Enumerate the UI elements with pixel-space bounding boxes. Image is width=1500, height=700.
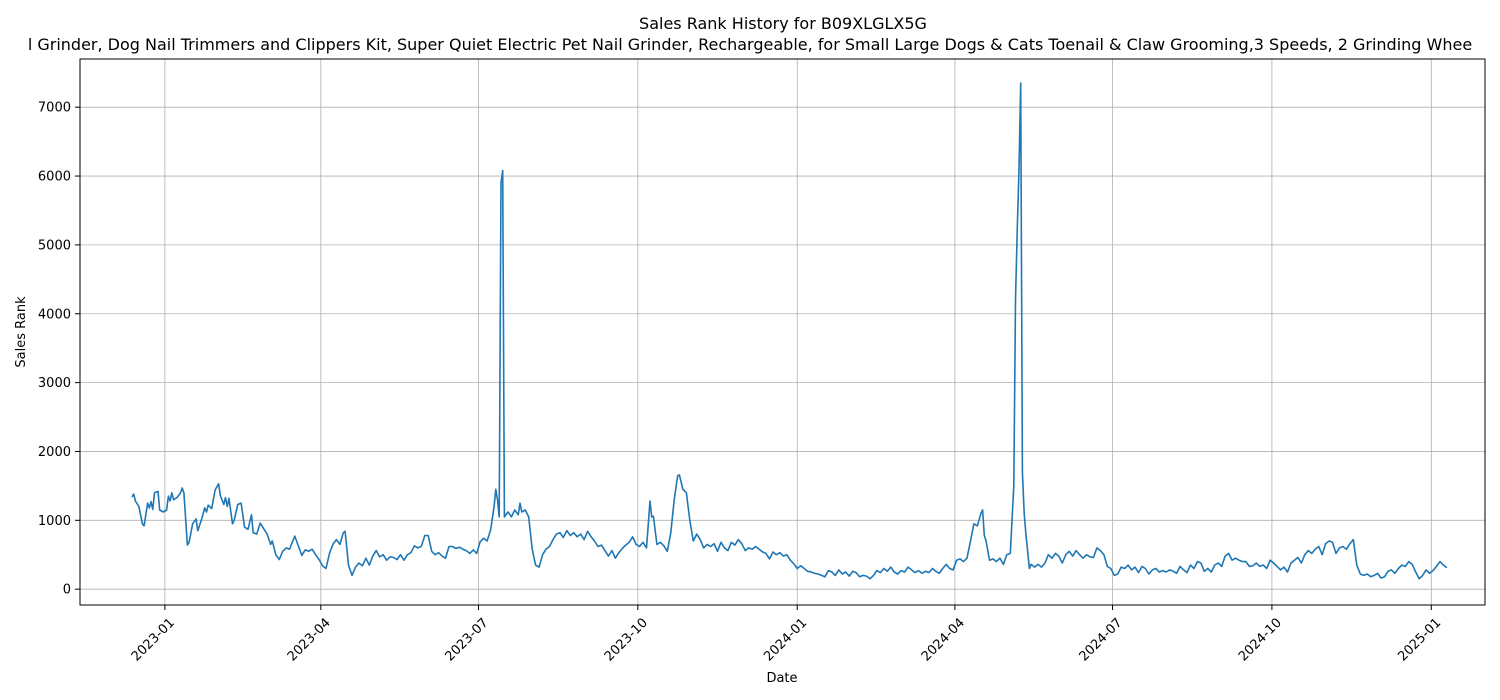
plot-area: [131, 82, 1448, 580]
x-axis: 2023-01 2023-04 2023-07 2023-10 2024-01 2024-…: [129, 605, 1444, 664]
y-axis: 0 1000 2000 3000 4000 5000 6000 7000: [38, 101, 80, 598]
grid: [80, 59, 1485, 605]
series-line: [131, 82, 1448, 580]
y-tick-label: 6000: [38, 170, 71, 185]
y-tick-label: 7000: [38, 101, 71, 116]
y-tick-label: 3000: [38, 376, 71, 391]
x-tick-label: 2023-04: [285, 615, 334, 664]
y-tick-label: 4000: [38, 307, 71, 322]
y-tick-label: 0: [63, 583, 71, 598]
x-tick-label: 2024-01: [761, 615, 810, 664]
x-tick-label: 2024-04: [919, 615, 968, 664]
x-tick-label: 2023-01: [129, 615, 178, 664]
y-axis-label: Sales Rank: [14, 296, 29, 368]
chart-subtitle: l Grinder, Dog Nail Trimmers and Clipper…: [28, 35, 1472, 54]
x-tick-label: 2024-07: [1077, 615, 1126, 664]
axes-frame: [79, 58, 1486, 606]
chart-title: Sales Rank History for B09XLGLX5G: [639, 14, 927, 33]
x-axis-label: Date: [766, 671, 797, 686]
x-tick-label: 2023-07: [442, 615, 491, 664]
x-tick-label: 2024-10: [1236, 615, 1285, 664]
y-tick-label: 5000: [38, 238, 71, 253]
x-tick-label: 2025-01: [1395, 615, 1444, 664]
x-tick-label: 2023-10: [602, 615, 651, 664]
y-tick-label: 1000: [38, 514, 71, 529]
y-tick-label: 2000: [38, 445, 71, 460]
